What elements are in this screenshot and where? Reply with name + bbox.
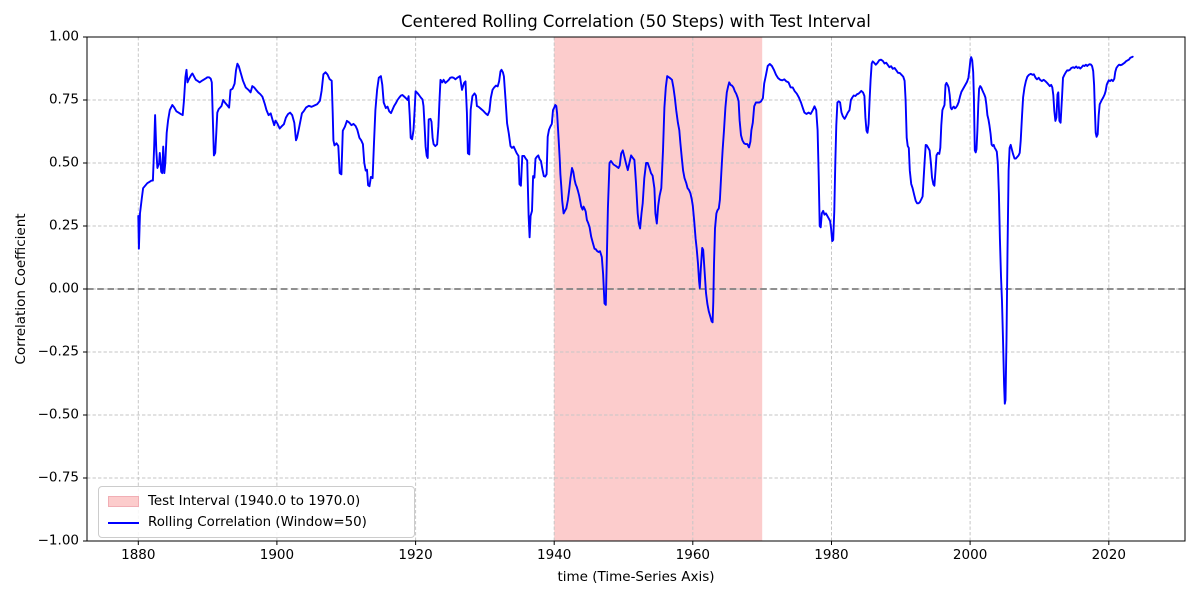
legend-label-rolling-correlation: Rolling Correlation (Window=50): [148, 515, 367, 530]
x-axis-label: time (Time-Series Axis): [557, 569, 715, 585]
legend-item-rolling-correlation: Rolling Correlation (Window=50): [108, 514, 404, 531]
y-axis-label: Correlation Coefficient: [13, 213, 29, 365]
legend: Test Interval (1940.0 to 1970.0) Rolling…: [98, 486, 415, 538]
legend-label-test-interval: Test Interval (1940.0 to 1970.0): [148, 494, 361, 509]
test-interval-swatch-icon: [108, 496, 139, 507]
rolling-correlation-swatch-icon: [108, 521, 139, 524]
chart-title: Centered Rolling Correlation (50 Steps) …: [401, 12, 871, 31]
rolling-correlation-line: [137, 55, 1134, 405]
legend-item-test-interval: Test Interval (1940.0 to 1970.0): [108, 493, 404, 510]
